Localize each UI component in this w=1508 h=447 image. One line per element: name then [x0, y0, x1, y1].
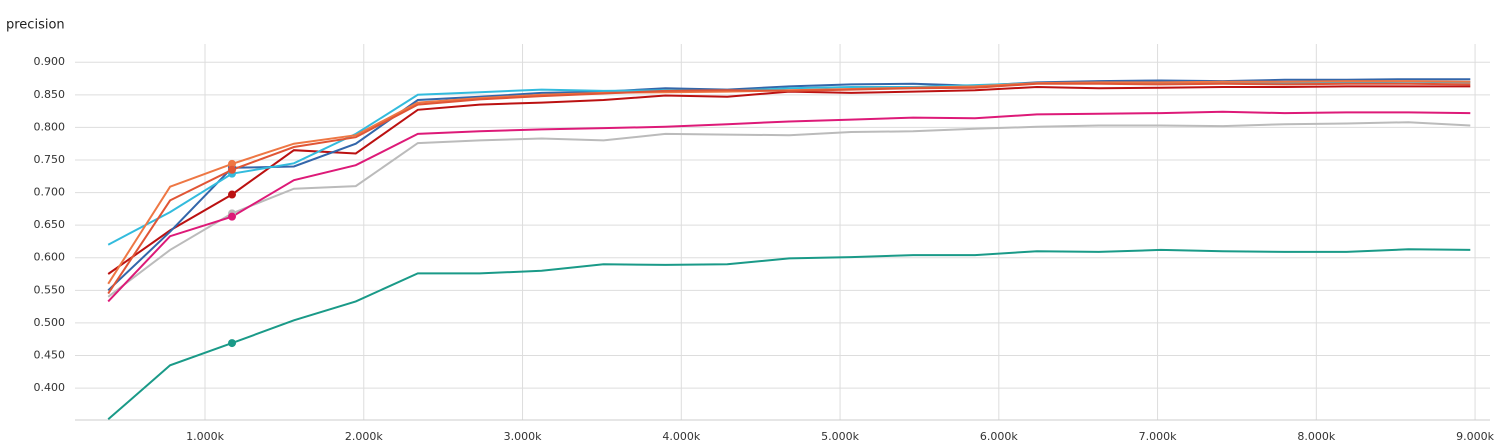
y-tick-label: 0.600 [34, 251, 66, 264]
series-line [107, 85, 1471, 275]
y-tick-label: 0.750 [34, 153, 66, 166]
x-tick-label: 4.000k [662, 430, 700, 443]
highlight-dot [228, 165, 237, 174]
series-line [107, 78, 1471, 292]
y-tick-label: 0.550 [34, 283, 66, 296]
y-tick-label: 0.850 [34, 88, 66, 101]
series-line [107, 248, 1471, 421]
y-tick-label: 0.450 [34, 348, 66, 361]
highlight-dot [228, 212, 237, 221]
y-tick-label: 0.650 [34, 218, 66, 231]
x-tick-label: 7.000k [1139, 430, 1177, 443]
y-tick-label: 0.900 [34, 55, 66, 68]
series-line [107, 80, 1471, 246]
x-tick-label: 1.000k [186, 430, 224, 443]
x-tick-label: 2.000k [345, 430, 383, 443]
x-tick-label: 8.000k [1297, 430, 1335, 443]
y-tick-label: 0.800 [34, 120, 66, 133]
series-line [107, 121, 1471, 298]
y-tick-label: 0.700 [34, 186, 66, 199]
series-line [107, 82, 1471, 295]
chart-title: precision [6, 18, 65, 33]
highlight-dot [228, 159, 237, 168]
highlight-dot [228, 339, 237, 348]
series-line [107, 110, 1471, 303]
highlight-dot [228, 190, 237, 199]
y-tick-label: 0.500 [34, 316, 66, 329]
x-tick-label: 3.000k [504, 430, 542, 443]
x-tick-label: 6.000k [980, 430, 1018, 443]
x-tick-label: 9.000k [1456, 430, 1494, 443]
series-line [107, 80, 1471, 285]
y-tick-label: 0.400 [34, 381, 66, 394]
x-tick-label: 5.000k [821, 430, 859, 443]
